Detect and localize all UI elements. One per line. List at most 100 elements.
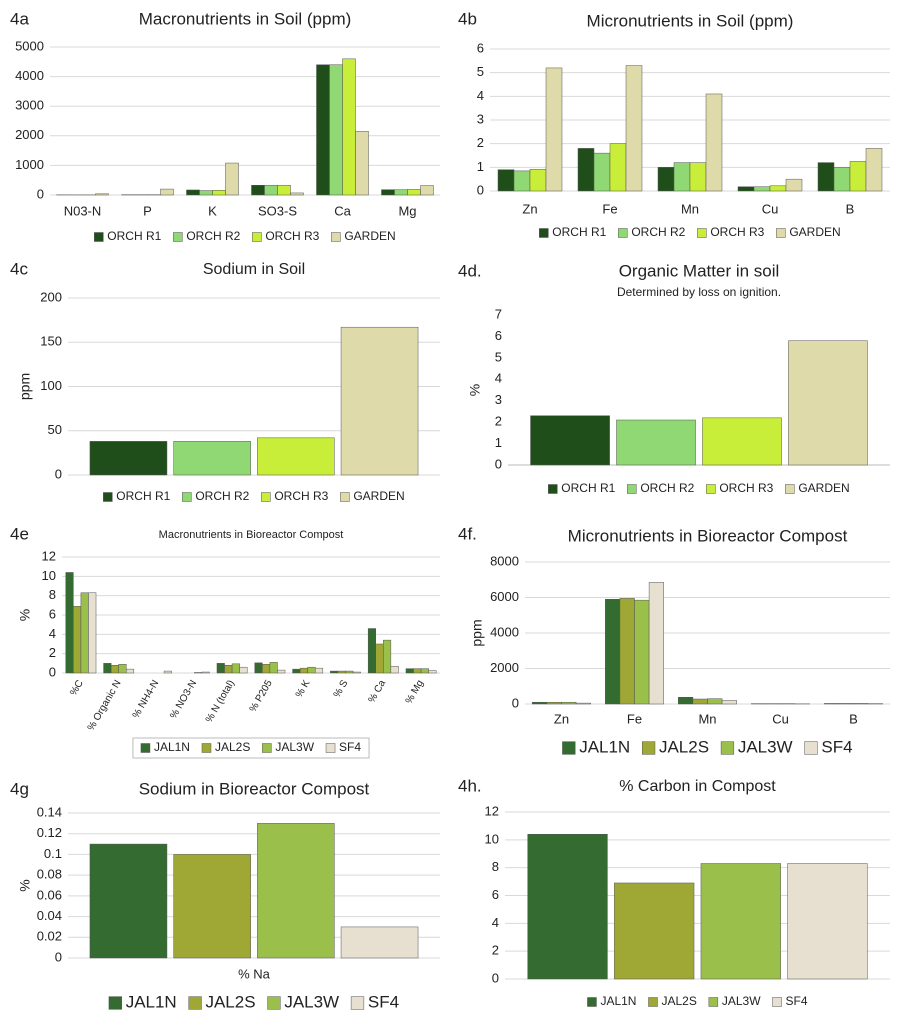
- legend-label: GARDEN: [353, 489, 404, 503]
- legend-swatch: [340, 492, 350, 502]
- legend-label: ORCH R3: [265, 229, 319, 243]
- bar: [329, 64, 343, 196]
- bar: [788, 340, 868, 466]
- bar: [126, 668, 135, 674]
- y-tick-label: 0: [512, 695, 519, 710]
- bar: [390, 665, 399, 674]
- bar: [345, 670, 354, 674]
- legend-swatch: [618, 228, 628, 238]
- bar: [394, 189, 408, 196]
- y-tick-label: 2: [495, 414, 502, 429]
- y-tick-label: 0: [492, 970, 499, 985]
- bar: [527, 834, 608, 980]
- y-axis-label: ppm: [469, 619, 485, 646]
- legend-swatch: [697, 228, 707, 238]
- bar: [817, 162, 835, 192]
- bar: [251, 184, 265, 196]
- legend-swatch: [267, 996, 281, 1010]
- x-tick-label: P: [143, 203, 152, 218]
- chart-title: Micronutrients in Soil (ppm): [587, 11, 794, 30]
- bar: [497, 169, 515, 192]
- y-tick-label: 0: [477, 182, 484, 197]
- legend-swatch: [548, 484, 558, 494]
- y-tick-label: 0: [55, 466, 62, 481]
- bar: [352, 671, 361, 674]
- x-tick-label: % NH4-N: [131, 678, 162, 720]
- y-tick-label: 0.04: [37, 908, 62, 923]
- bar: [231, 663, 240, 674]
- y-tick-label: 12: [485, 803, 499, 818]
- y-tick-label: 3: [495, 392, 502, 407]
- bar: [625, 65, 643, 192]
- y-axis-label: ppm: [17, 373, 33, 400]
- bar: [721, 700, 737, 705]
- bar: [865, 148, 883, 192]
- y-tick-label: 4: [49, 626, 56, 641]
- bar: [254, 662, 263, 674]
- panel-label: 4b: [458, 9, 477, 28]
- bar: [673, 162, 691, 192]
- y-tick-label: 8: [492, 859, 499, 874]
- bar: [337, 670, 346, 674]
- x-tick-label: Zn: [554, 711, 569, 726]
- bar: [316, 64, 330, 196]
- y-tick-label: 50: [48, 422, 62, 437]
- y-axis-label: %: [467, 384, 483, 396]
- bar: [257, 437, 335, 476]
- legend-label: ORCH R2: [640, 481, 694, 495]
- legend-label: ORCH R2: [195, 489, 249, 503]
- bar: [824, 703, 840, 705]
- x-tick-label: B: [849, 711, 858, 726]
- bar: [753, 186, 771, 192]
- legend-swatch: [201, 743, 212, 753]
- bar: [692, 698, 708, 705]
- bar: [367, 628, 376, 674]
- y-tick-label: 8000: [490, 553, 519, 568]
- chart-subtitle: Determined by loss on ignition.: [617, 285, 781, 299]
- bar: [212, 190, 226, 196]
- legend-swatch: [720, 741, 735, 755]
- panel-label: 4h.: [458, 776, 482, 795]
- bar: [355, 131, 369, 196]
- y-tick-label: 0.14: [37, 804, 62, 819]
- x-tick-label: % K: [294, 678, 313, 700]
- y-tick-label: 5000: [15, 38, 44, 53]
- chart-title: % Carbon in Compost: [619, 778, 776, 795]
- bar: [787, 863, 868, 980]
- legend-label: ORCH R3: [710, 225, 764, 239]
- y-tick-label: 7: [495, 306, 502, 321]
- y-tick-label: 10: [42, 568, 56, 583]
- legend-label: GARDEN: [789, 225, 840, 239]
- legend-label: JAL1N: [600, 994, 636, 1008]
- legend-label: ORCH R1: [552, 225, 606, 239]
- bar: [657, 167, 675, 192]
- x-tick-label: Cu: [762, 201, 779, 216]
- bar: [163, 670, 172, 674]
- bar: [201, 671, 210, 674]
- legend-swatch: [562, 741, 576, 755]
- bar: [290, 192, 304, 196]
- bar: [405, 668, 414, 674]
- legend-swatch: [772, 997, 782, 1007]
- x-tick-label: Fe: [602, 201, 617, 216]
- bar: [277, 184, 291, 196]
- bar: [199, 190, 213, 196]
- legend-swatch: [188, 996, 202, 1010]
- y-tick-label: 100: [40, 378, 62, 393]
- bar: [619, 598, 635, 705]
- y-tick-label: 4: [477, 88, 484, 103]
- bar: [609, 143, 627, 192]
- bar: [262, 664, 271, 674]
- y-tick-label: 4000: [15, 68, 44, 83]
- legend-label: GARDEN: [798, 481, 849, 495]
- legend-label: ORCH R3: [719, 481, 773, 495]
- bar: [160, 188, 174, 196]
- legend-label: GARDEN: [344, 229, 395, 243]
- legend-label: ORCH R3: [274, 489, 328, 503]
- panel-label: 4e: [10, 524, 29, 543]
- legend-swatch: [325, 743, 336, 753]
- bar: [575, 702, 591, 705]
- legend-label: JAL3W: [722, 994, 761, 1008]
- legend-swatch: [261, 492, 271, 502]
- chart-title: Organic Matter in soil: [619, 261, 780, 280]
